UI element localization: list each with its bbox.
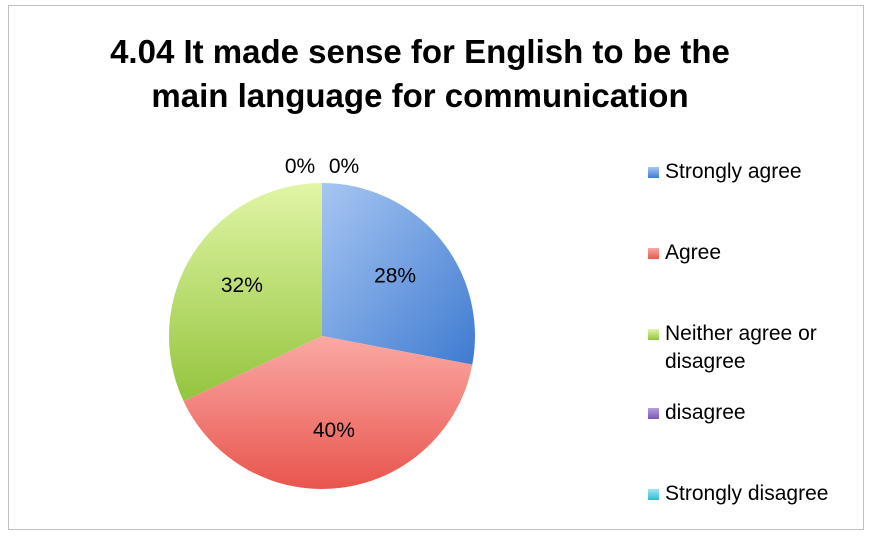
legend-swatch-strongly-disagree bbox=[648, 489, 659, 500]
legend-item-neither: Neither agree or disagree bbox=[648, 320, 855, 376]
legend-swatch-disagree bbox=[648, 408, 659, 419]
legend-swatch-neither bbox=[648, 329, 659, 340]
data-label-disagree: 0% bbox=[329, 155, 359, 178]
legend-label-agree: Agree bbox=[665, 241, 722, 264]
chart-title-line-2: main language for communication bbox=[151, 77, 689, 114]
data-label-neither-agree-or-disagree: 32% bbox=[221, 274, 263, 297]
chart-title-line-1: 4.04 It made sense for English to be the bbox=[110, 33, 730, 70]
legend-item-agree: Agree bbox=[648, 239, 855, 267]
pie-slice-strongly-agree bbox=[322, 183, 476, 365]
legend-item-strongly-agree: Strongly agree bbox=[648, 158, 855, 186]
legend-item-strongly-disagree: Strongly disagree bbox=[648, 480, 855, 508]
data-label-agree: 40% bbox=[313, 419, 355, 442]
data-label-strongly-agree: 28% bbox=[374, 265, 416, 288]
legend-item-disagree: disagree bbox=[648, 399, 855, 427]
legend-label-disagree: disagree bbox=[665, 401, 746, 424]
legend-swatch-agree bbox=[648, 248, 659, 259]
legend-swatch-strongly-agree bbox=[648, 167, 659, 178]
data-label-strongly-disagree: 0% bbox=[285, 155, 315, 178]
pie-slice-agree bbox=[183, 336, 473, 489]
legend-label-strongly-agree: Strongly agree bbox=[665, 160, 802, 183]
pie-slice-neither-agree-or-disagree bbox=[168, 183, 322, 402]
legend-label-neither-line-2: disagree bbox=[665, 350, 746, 373]
legend-label-neither-line-1: Neither agree or bbox=[665, 322, 817, 345]
legend-label-strongly-disagree: Strongly disagree bbox=[665, 482, 829, 505]
chart-title: 4.04 It made sense for English to be the… bbox=[70, 30, 770, 118]
